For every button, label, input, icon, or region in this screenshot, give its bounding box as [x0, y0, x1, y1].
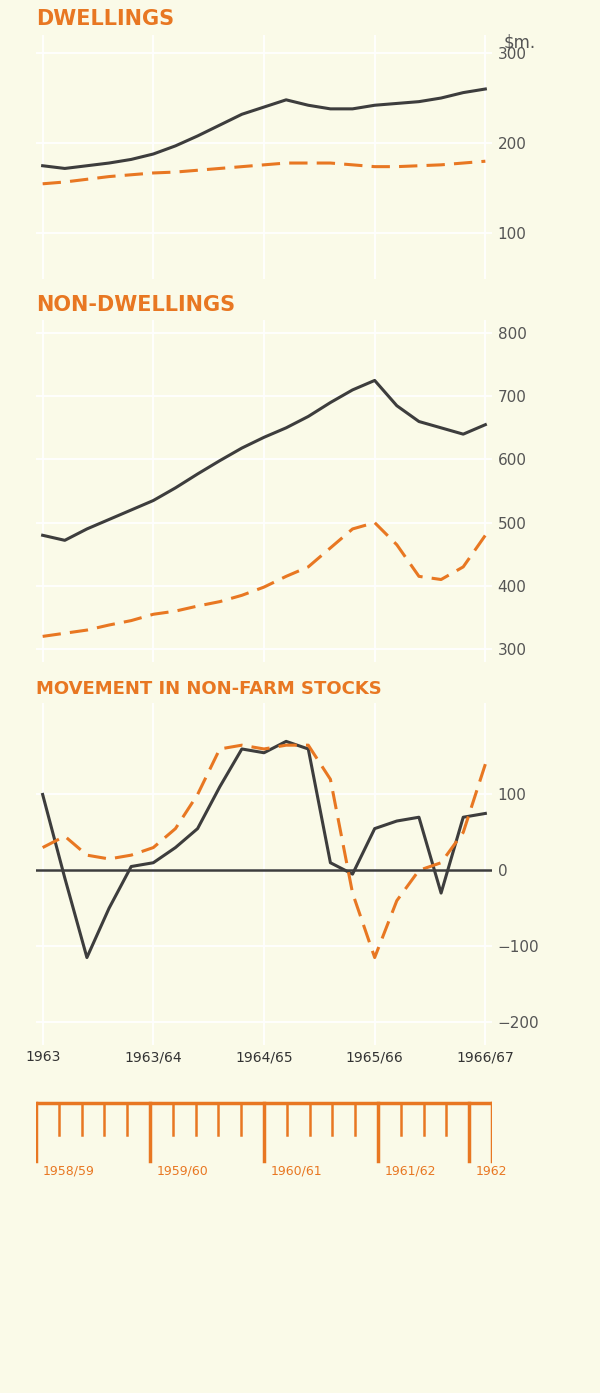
Text: DWELLINGS: DWELLINGS	[36, 10, 174, 29]
Text: 1959/60: 1959/60	[157, 1165, 209, 1177]
Text: NON-DWELLINGS: NON-DWELLINGS	[36, 295, 235, 315]
Text: MOVEMENT IN NON-FARM STOCKS: MOVEMENT IN NON-FARM STOCKS	[36, 680, 382, 698]
Text: 1961/62: 1961/62	[385, 1165, 436, 1177]
Text: 1960/61: 1960/61	[271, 1165, 322, 1177]
Text: $m.: $m.	[504, 33, 536, 52]
Text: 1962: 1962	[476, 1165, 508, 1177]
Text: 1958/59: 1958/59	[43, 1165, 95, 1177]
